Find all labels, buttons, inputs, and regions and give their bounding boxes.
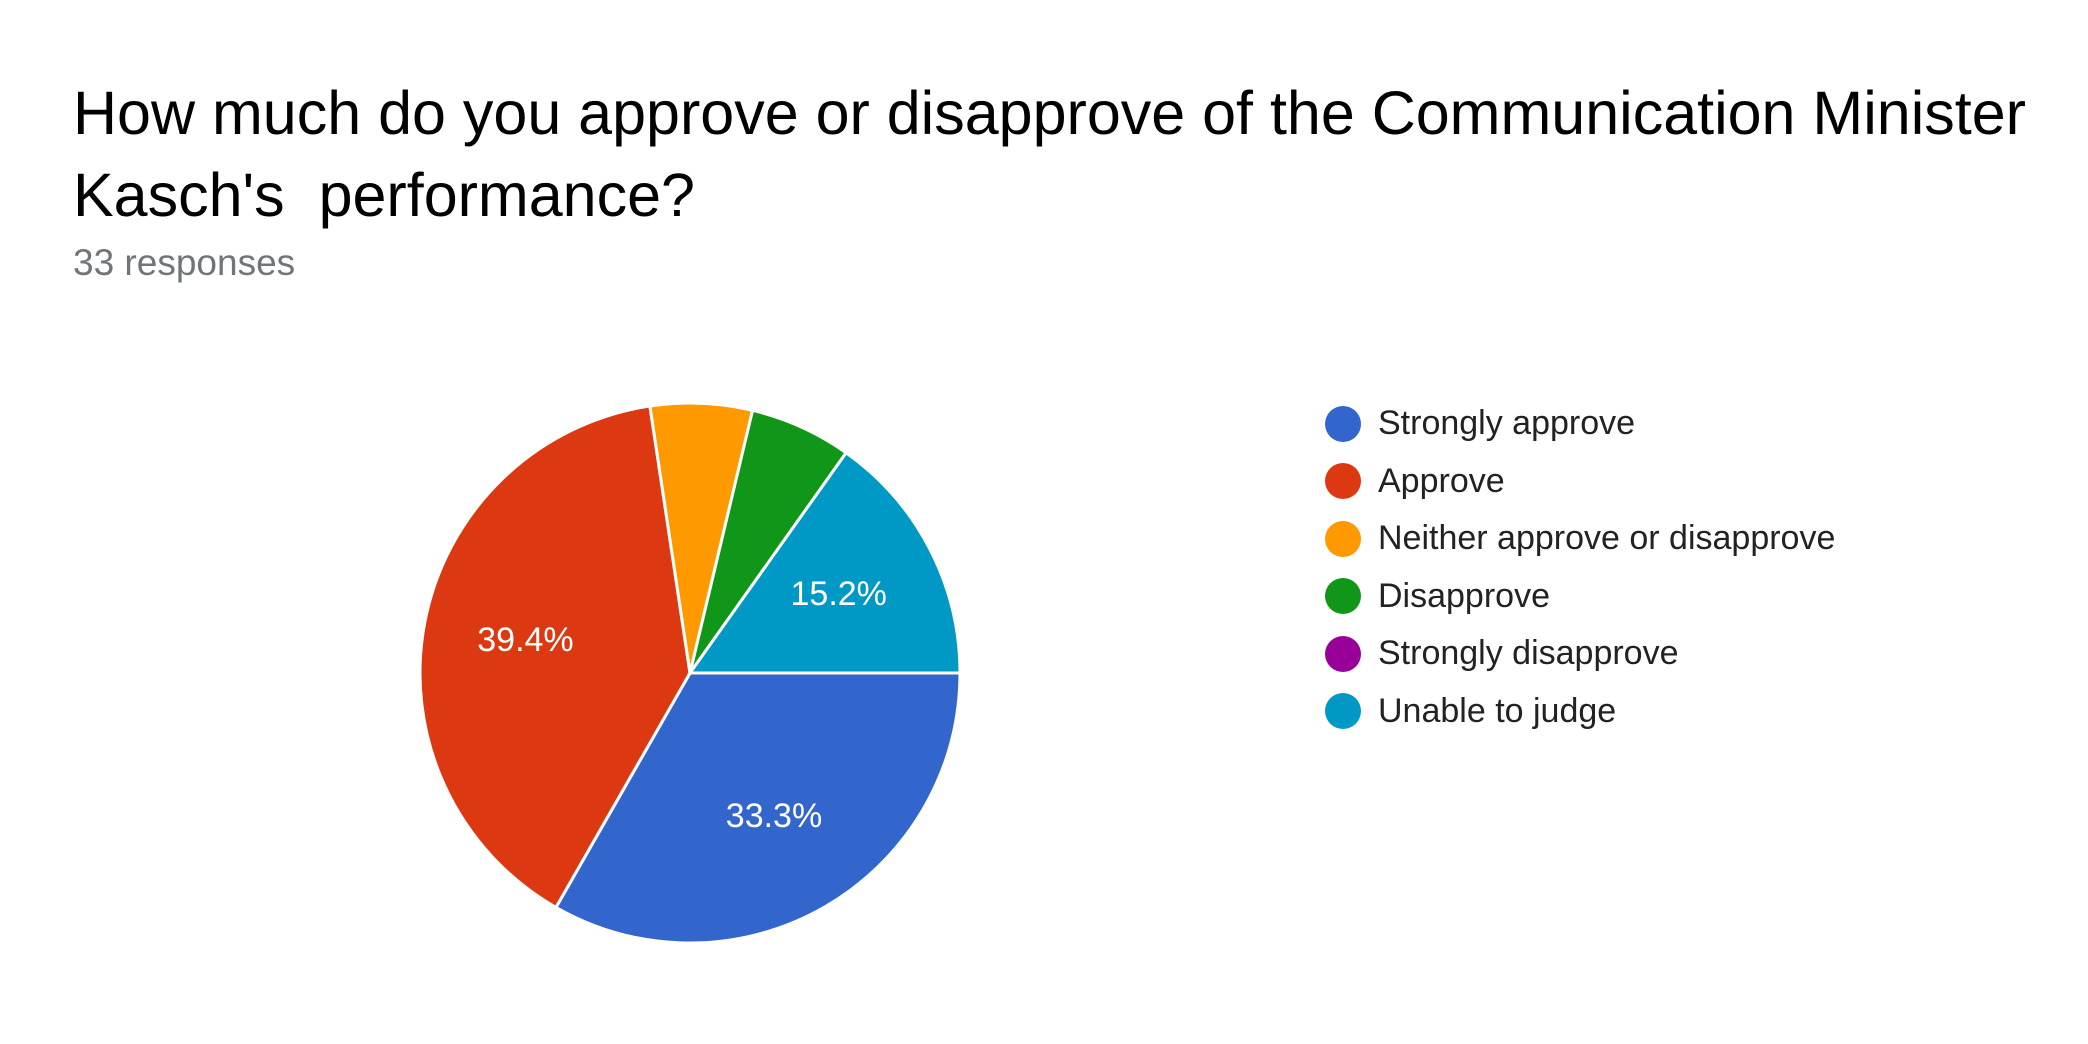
legend-label: Approve: [1378, 461, 1505, 500]
legend-label: Strongly approve: [1378, 404, 1636, 443]
pie-slice-unable-to-judge[interactable]: [687, 450, 962, 675]
legend-item-unable-to-judge[interactable]: Unable to judge: [1325, 683, 1835, 741]
legend-label: Strongly disapprove: [1378, 634, 1679, 673]
legend-item-strongly-disapprove[interactable]: Strongly disapprove: [1325, 625, 1835, 683]
pie-slices: [418, 401, 962, 945]
legend-swatch: [1325, 405, 1361, 442]
pie-label-unable-to-judge: 15.2%: [791, 575, 887, 613]
chart-legend: Strongly approve Approve Neither approve o…: [1325, 395, 1835, 740]
legend-label: Unable to judge: [1378, 691, 1617, 730]
pie-label-approve: 39.4%: [477, 621, 573, 659]
legend-swatch: [1325, 520, 1361, 557]
pie-label-strongly-approve: 33.3%: [726, 797, 822, 835]
pie-slice-approve[interactable]: [418, 404, 692, 910]
legend-swatch: [1325, 693, 1361, 730]
pie-slice-strongly-approve[interactable]: [553, 671, 962, 945]
legend-item-neither-approve-or-disapprove[interactable]: Neither approve or disapprove: [1325, 510, 1835, 568]
legend-swatch: [1325, 635, 1361, 672]
legend-swatch: [1325, 578, 1361, 615]
chart-title: How much do you approve or disapprove of…: [73, 79, 2043, 229]
legend-item-strongly-approve[interactable]: Strongly approve: [1325, 395, 1835, 453]
pie-labels: 33.3% 39.4% 15.2%: [477, 575, 887, 835]
legend-item-approve[interactable]: Approve: [1325, 453, 1835, 511]
legend-item-disapprove[interactable]: Disapprove: [1325, 568, 1835, 626]
legend-label: Disapprove: [1378, 576, 1550, 615]
legend-swatch: [1325, 463, 1361, 500]
response-count: 33 responses: [73, 242, 296, 283]
legend-label: Neither approve or disapprove: [1378, 519, 1836, 558]
